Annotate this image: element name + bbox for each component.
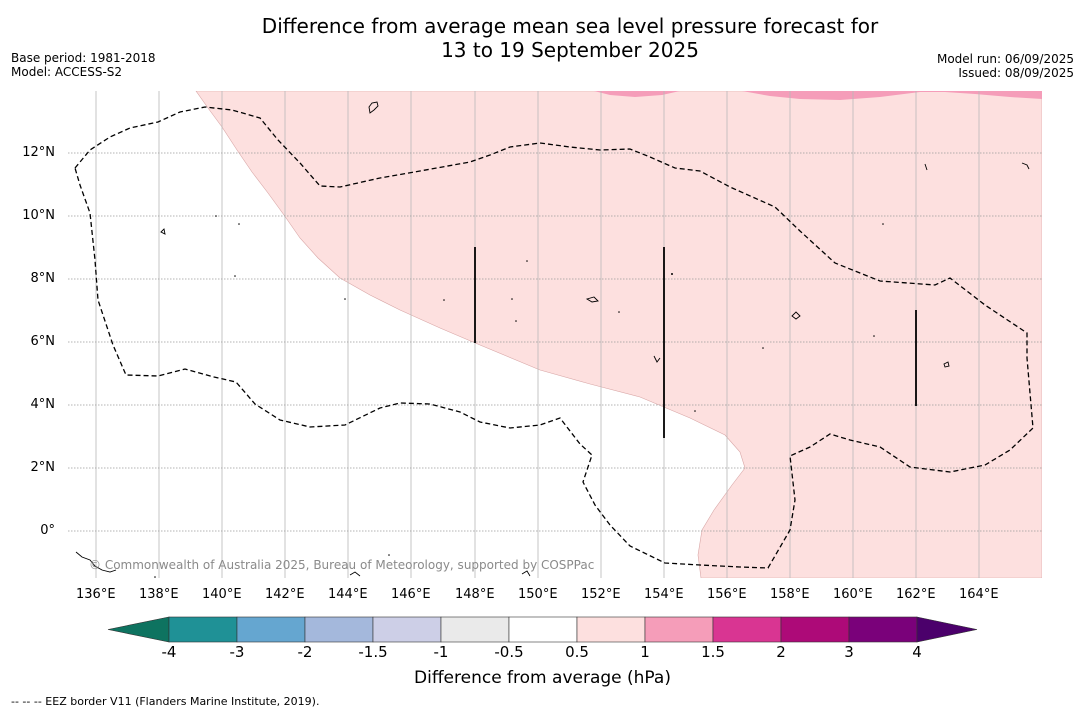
lat-label: 2°N [30, 460, 56, 475]
lon-label: 148°E [455, 587, 495, 602]
model-run-label: Model run: 06/09/2025 [936, 52, 1074, 66]
lon-label: 162°E [896, 587, 936, 602]
lat-label: 12°N [22, 145, 55, 160]
lat-label: 4°N [30, 397, 56, 412]
eez-border-palau [74, 106, 1034, 569]
map-title-line-1: Difference from average mean sea level p… [261, 14, 879, 38]
colorbar-tick: -0.5 [494, 643, 524, 661]
eez-footnote: -- -- -- EEZ border V11 (Flanders Marine… [11, 695, 320, 708]
colorbar-tick: 1.5 [701, 643, 725, 661]
colorbar-tick: 1 [640, 643, 650, 661]
anomaly-region-0-5-to-1 [195, 91, 1042, 578]
island [943, 361, 950, 368]
lon-label: 150°E [518, 587, 558, 602]
meta-right: Model run: 06/09/2025 Issued: 08/09/2025 [937, 52, 1074, 80]
colorbar-tick: 2 [776, 643, 786, 661]
lat-label: 0° [40, 523, 55, 538]
lon-label: 164°E [959, 587, 999, 602]
lon-label: 156°E [707, 587, 747, 602]
lon-label: 142°E [265, 587, 305, 602]
map-title-line-2: 13 to 19 September 2025 [441, 38, 699, 62]
lat-label: 6°N [30, 334, 56, 349]
copyright-notice: © Commonwealth of Australia 2025, Bureau… [89, 558, 595, 572]
islands [75, 101, 1030, 577]
meta-left: Base period: 1981-2018 Model: ACCESS-S2 [11, 51, 156, 79]
colorbar-tick: -4 [161, 643, 177, 661]
boundary-lines [474, 247, 917, 438]
island [791, 311, 801, 320]
base-period-label: Base period: 1981-2018 [11, 51, 156, 65]
lon-label: 140°E [202, 587, 242, 602]
anomaly-region-1-to-1-5 [742, 91, 1042, 100]
colorbar-tick: 4 [912, 643, 922, 661]
lon-label: 136°E [76, 587, 116, 602]
lon-label: 144°E [328, 587, 368, 602]
issued-label: Issued: 08/09/2025 [958, 66, 1074, 80]
island [924, 163, 928, 171]
lat-gridlines [68, 152, 1042, 532]
island [160, 228, 166, 235]
colorbar-tick: -3 [229, 643, 245, 661]
island [1021, 162, 1030, 170]
island [585, 296, 599, 303]
island [521, 570, 531, 577]
lon-gridlines [95, 91, 980, 578]
colorbar-tick: -1 [433, 643, 449, 661]
colorbar-tick: -1.5 [358, 643, 388, 661]
colorbar-label: Difference from average (hPa) [414, 668, 671, 688]
lon-label: 158°E [770, 587, 810, 602]
map-area [68, 91, 1042, 578]
colorbar-tick: 3 [844, 643, 854, 661]
lon-label: 160°E [833, 587, 873, 602]
island [75, 551, 117, 573]
model-label: Model: ACCESS-S2 [11, 65, 123, 79]
lon-label: 146°E [391, 587, 431, 602]
small-islets [154, 215, 884, 578]
lon-label: 138°E [139, 587, 179, 602]
lon-label: 154°E [644, 587, 684, 602]
island [653, 355, 661, 363]
colorbar-tick: -2 [297, 643, 313, 661]
lat-label: 10°N [22, 208, 55, 223]
anomaly-region-1-to-1-5 [594, 91, 680, 97]
island [349, 571, 361, 577]
island [368, 101, 379, 114]
lat-label: 8°N [30, 271, 56, 286]
colorbar-tick: 0.5 [565, 643, 589, 661]
eez-borders [74, 106, 1034, 569]
lon-label: 152°E [581, 587, 621, 602]
